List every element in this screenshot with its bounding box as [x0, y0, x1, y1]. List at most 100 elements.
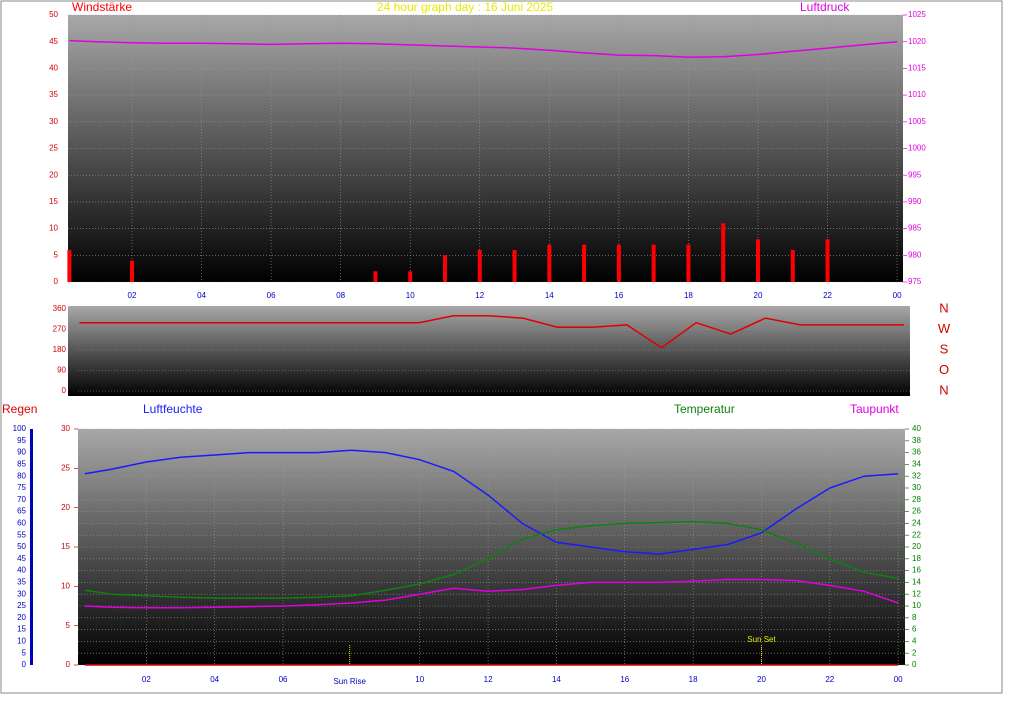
- y-tick-label: 20: [61, 503, 70, 512]
- y-tick-label: 20: [912, 542, 921, 551]
- x-tick-label: 14: [545, 291, 554, 300]
- x-tick-label: 12: [475, 291, 484, 300]
- x-tick-label: 06: [267, 291, 276, 300]
- y-tick-label: 18: [912, 554, 921, 563]
- legend-label: Temperatur: [674, 402, 735, 416]
- y-tick-label: 20: [17, 613, 26, 622]
- y-tick-label: 85: [17, 460, 26, 469]
- legend-label: Luftdruck: [800, 0, 850, 14]
- y-tick-label: 65: [17, 507, 26, 516]
- y-tick-label: 1020: [908, 37, 926, 46]
- series-line: [84, 449, 899, 555]
- x-tick-label: 04: [197, 291, 206, 300]
- y-tick-label: N: [939, 382, 948, 397]
- y-tick-label: 100: [13, 424, 27, 433]
- y-tick-label: 15: [49, 197, 58, 206]
- bar: [477, 249, 482, 282]
- y-tick-label: 25: [49, 144, 58, 153]
- y-tick-label: 6: [912, 625, 917, 634]
- y-tick-label: 0: [22, 660, 27, 669]
- y-tick-label: 24: [912, 519, 921, 528]
- y-tick-label: 1025: [908, 10, 926, 19]
- x-tick-label: 00: [893, 291, 902, 300]
- x-tick-label: 16: [614, 291, 623, 300]
- bar: [442, 255, 447, 282]
- y-tick-label: 50: [49, 10, 58, 19]
- plot-background: [78, 429, 905, 665]
- y-tick-label: 985: [908, 224, 922, 233]
- y-tick-label: 34: [912, 460, 921, 469]
- y-tick-label: 0: [912, 660, 917, 669]
- y-tick-label: 1000: [908, 144, 926, 153]
- bar: [67, 249, 72, 282]
- bar: [547, 244, 552, 282]
- bar: [373, 271, 378, 282]
- legend-label: Luftfeuchte: [143, 402, 203, 416]
- y-tick-label: 975: [908, 277, 922, 286]
- y-tick-label: 45: [17, 554, 26, 563]
- y-tick-label: 40: [17, 566, 26, 575]
- y-tick-label: S: [940, 341, 949, 356]
- x-tick-label: 20: [754, 291, 763, 300]
- series-line: [69, 39, 898, 58]
- y-tick-label: W: [938, 321, 951, 336]
- y-tick-label: 995: [908, 170, 922, 179]
- series-line: [84, 578, 899, 609]
- y-tick-label: 5: [54, 250, 59, 259]
- y-tick-label: 0: [54, 277, 59, 286]
- y-tick-label: 0: [66, 660, 71, 669]
- y-tick-label: 40: [912, 424, 921, 433]
- y-tick-label: 32: [912, 471, 921, 480]
- y-tick-label: 90: [17, 448, 26, 457]
- annotation: Sun Rise: [333, 677, 366, 686]
- y-tick-label: 80: [17, 471, 26, 480]
- chart-title: 24 hour graph day : 16 Juni 2025: [377, 0, 553, 14]
- bar: [825, 239, 830, 282]
- y-tick-label: 15: [61, 542, 70, 551]
- y-tick-label: 4: [912, 637, 917, 646]
- x-tick-label: 06: [279, 675, 288, 684]
- y-tick-label: 1005: [908, 117, 926, 126]
- y-tick-label: 10: [912, 601, 921, 610]
- y-tick-label: 26: [912, 507, 921, 516]
- weather-graph: 24 hour graph day : 16 Juni 202505101520…: [0, 0, 1003, 694]
- y-tick-label: 25: [61, 463, 70, 472]
- y-tick-label: 360: [53, 304, 67, 313]
- x-tick-label: 10: [415, 675, 424, 684]
- legend-label: Windstärke: [72, 0, 132, 14]
- y-tick-label: 45: [49, 37, 58, 46]
- y-tick-label: 12: [912, 589, 921, 598]
- y-tick-label: 30: [49, 117, 58, 126]
- y-tick-label: 30: [17, 589, 26, 598]
- x-tick-label: 22: [825, 675, 834, 684]
- y-tick-label: 20: [49, 170, 58, 179]
- x-tick-label: 20: [757, 675, 766, 684]
- y-tick-label: 180: [53, 345, 67, 354]
- x-tick-label: 16: [620, 675, 629, 684]
- y-tick-label: 70: [17, 495, 26, 504]
- bar: [512, 249, 517, 282]
- bar: [651, 244, 656, 282]
- y-tick-label: 1015: [908, 64, 926, 73]
- y-tick-label: 10: [17, 637, 26, 646]
- x-tick-label: 14: [552, 675, 561, 684]
- y-tick-label: 35: [49, 90, 58, 99]
- y-tick-label: 22: [912, 530, 921, 539]
- y-tick-label: 38: [912, 436, 921, 445]
- y-tick-label: 40: [49, 64, 58, 73]
- bar: [129, 260, 134, 282]
- axis-bar: [30, 429, 33, 665]
- bar: [686, 244, 691, 282]
- bar: [582, 244, 587, 282]
- x-tick-label: 12: [484, 675, 493, 684]
- y-tick-label: 14: [912, 578, 921, 587]
- y-tick-label: 10: [61, 581, 70, 590]
- series-line: [79, 315, 905, 349]
- y-tick-label: 270: [53, 325, 67, 334]
- x-tick-label: 04: [210, 675, 219, 684]
- y-tick-label: 5: [22, 648, 27, 657]
- x-tick-label: 02: [128, 291, 137, 300]
- legend-label: Taupunkt: [850, 402, 899, 416]
- y-tick-label: 980: [908, 250, 922, 259]
- y-tick-label: 990: [908, 197, 922, 206]
